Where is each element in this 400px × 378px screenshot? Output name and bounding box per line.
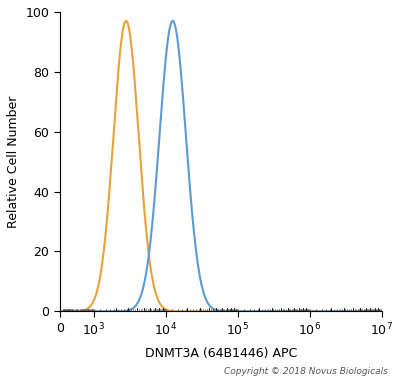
X-axis label: DNMT3A (64B1446) APC: DNMT3A (64B1446) APC xyxy=(144,347,297,360)
Text: Copyright © 2018 Novus Biologicals: Copyright © 2018 Novus Biologicals xyxy=(224,367,388,376)
Y-axis label: Relative Cell Number: Relative Cell Number xyxy=(7,96,20,228)
